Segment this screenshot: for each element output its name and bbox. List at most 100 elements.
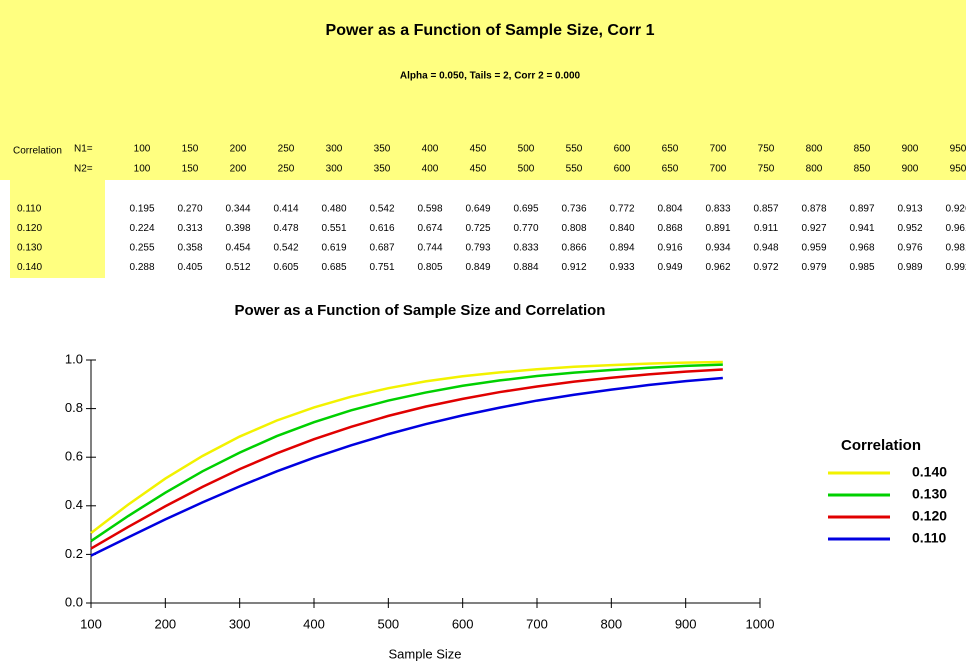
table-cell: 0.344 — [225, 204, 250, 215]
table-cell: 0.989 — [897, 262, 922, 273]
table-cell: 0.849 — [465, 262, 490, 273]
table-cell: 0.952 — [897, 223, 922, 234]
x-tick-label: 600 — [452, 616, 474, 631]
series-line — [90, 360, 723, 535]
table-cell: 0.804 — [657, 204, 682, 215]
n1-cell: 650 — [662, 144, 679, 155]
table-cell: 0.857 — [753, 204, 778, 215]
table-cell: 0.695 — [513, 204, 538, 215]
table-cell: 0.551 — [321, 223, 346, 234]
n2-cell: 650 — [662, 164, 679, 175]
table-cell: 0.725 — [465, 223, 490, 234]
n1-cell: 200 — [230, 144, 247, 155]
table-cell: 0.878 — [801, 204, 826, 215]
x-axis-label: Sample Size — [389, 646, 462, 661]
table-cell: 0.542 — [273, 243, 298, 254]
table-cell: 0.255 — [129, 243, 154, 254]
table-cell: 0.687 — [369, 243, 394, 254]
table-cell: 0.398 — [225, 223, 250, 234]
table-cell: 0.833 — [513, 243, 538, 254]
table-cell: 0.962 — [705, 262, 730, 273]
x-tick-label: 500 — [377, 616, 399, 631]
y-tick-label: 0.8 — [65, 400, 83, 415]
table-cell: 0.751 — [369, 262, 394, 273]
n2-cell: 100 — [134, 164, 151, 175]
n1-cell: 700 — [710, 144, 727, 155]
n2-cell: 150 — [182, 164, 199, 175]
n2-cell: 450 — [470, 164, 487, 175]
n1-cell: 600 — [614, 144, 631, 155]
table-cell: 0.926 — [945, 204, 966, 215]
table-cell: 0.884 — [513, 262, 538, 273]
table-cell: 0.478 — [273, 223, 298, 234]
n2-cell: 600 — [614, 164, 631, 175]
n1-cell: 350 — [374, 144, 391, 155]
n1-cell: 850 — [854, 144, 871, 155]
n1-cell: 300 — [326, 144, 343, 155]
table-cell: 0.959 — [801, 243, 826, 254]
n2-cell: 700 — [710, 164, 727, 175]
series-line — [90, 368, 723, 550]
n2-cell: 800 — [806, 164, 823, 175]
table-cell: 0.736 — [561, 204, 586, 215]
n1-cell: 400 — [422, 144, 439, 155]
table-cell: 0.414 — [273, 204, 298, 215]
row-header: Correlation — [13, 146, 62, 157]
n2-cell: 350 — [374, 164, 391, 175]
table-cell: 0.598 — [417, 204, 442, 215]
table-cell: 0.985 — [849, 262, 874, 273]
table-cell: 0.979 — [801, 262, 826, 273]
table-cell: 0.868 — [657, 223, 682, 234]
table-cell: 0.772 — [609, 204, 634, 215]
table-cell: 0.288 — [129, 262, 154, 273]
x-tick-label: 200 — [154, 616, 176, 631]
y-tick-label: 0.2 — [65, 546, 83, 561]
table-cell: 0.927 — [801, 223, 826, 234]
n1-cell: 250 — [278, 144, 295, 155]
n2-cell: 200 — [230, 164, 247, 175]
n1-cell: 450 — [470, 144, 487, 155]
series-line — [90, 376, 723, 557]
table-cell: 0.313 — [177, 223, 202, 234]
table-subtitle: Alpha = 0.050, Tails = 2, Corr 2 = 0.000 — [400, 71, 581, 82]
table-cell: 0.195 — [129, 204, 154, 215]
header-band — [0, 0, 966, 180]
table-cell: 0.934 — [705, 243, 730, 254]
table-cell: 0.454 — [225, 243, 250, 254]
table-cell: 0.808 — [561, 223, 586, 234]
n1-label: N1= — [74, 144, 93, 155]
n2-cell: 550 — [566, 164, 583, 175]
n2-cell: 500 — [518, 164, 535, 175]
table-cell: 0.916 — [657, 243, 682, 254]
x-tick-label: 700 — [526, 616, 548, 631]
table-cell: 0.992 — [945, 262, 966, 273]
table-cell: 0.358 — [177, 243, 202, 254]
row-label: 0.130 — [17, 243, 42, 254]
table-cell: 0.941 — [849, 223, 874, 234]
row-label: 0.120 — [17, 223, 42, 234]
table-cell: 0.674 — [417, 223, 442, 234]
n2-cell: 850 — [854, 164, 871, 175]
table-cell: 0.685 — [321, 262, 346, 273]
table-cell: 0.948 — [753, 243, 778, 254]
table-cell: 0.649 — [465, 204, 490, 215]
table-cell: 0.949 — [657, 262, 682, 273]
n1-cell: 150 — [182, 144, 199, 155]
table-cell: 0.866 — [561, 243, 586, 254]
n2-cell: 250 — [278, 164, 295, 175]
table-cell: 0.933 — [609, 262, 634, 273]
n1-cell: 950 — [950, 144, 966, 155]
legend-label: 0.130 — [912, 486, 947, 502]
table-cell: 0.897 — [849, 204, 874, 215]
n2-cell: 300 — [326, 164, 343, 175]
n2-cell: 950 — [950, 164, 966, 175]
n2-cell: 900 — [902, 164, 919, 175]
legend-label: 0.110 — [912, 530, 946, 546]
legend-label: 0.140 — [912, 464, 947, 480]
n2-cell: 400 — [422, 164, 439, 175]
table-cell: 0.972 — [753, 262, 778, 273]
x-tick-label: 900 — [675, 616, 697, 631]
table-cell: 0.270 — [177, 204, 202, 215]
table-cell: 0.512 — [225, 262, 250, 273]
